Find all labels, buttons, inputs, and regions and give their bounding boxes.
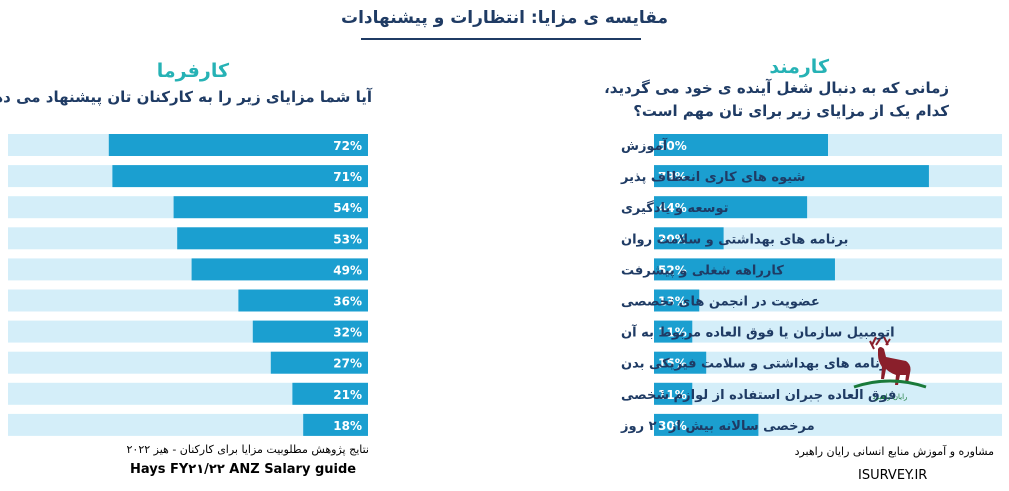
- employee-track: [654, 289, 1002, 312]
- employee-heading: کارمند: [769, 56, 829, 78]
- employer-bar-label: 53%: [333, 232, 362, 246]
- company-name: مشاوره و آموزش منابع انسانی رایان راهبرد: [794, 445, 994, 458]
- employee-bar: [654, 134, 828, 156]
- website: ISURVEY.IR: [858, 468, 928, 483]
- category-label: برنامه های بهداشتی و سلامت روان: [621, 232, 848, 247]
- logo: رایان راهبرد: [850, 335, 930, 409]
- employee-bar-label: 44%: [658, 201, 687, 215]
- employee-bar-label: 30%: [658, 419, 687, 433]
- category-label: کارراهه شغلی و پیشرفت: [621, 263, 784, 278]
- employer-bar: [112, 165, 369, 188]
- employer-bar-label: 54%: [333, 201, 362, 215]
- category-label: توسعه و یادگیری: [621, 200, 728, 216]
- employee-track: [654, 351, 1002, 374]
- employer-bar: [270, 351, 368, 374]
- employee-bar: [654, 320, 693, 343]
- employee-bar-label: 52%: [658, 263, 687, 277]
- employee-bar: [654, 413, 759, 436]
- employee-bar-label: 50%: [658, 139, 687, 153]
- employee-bar: [654, 165, 929, 188]
- employee-bar: [654, 289, 700, 312]
- category-label: شیوه های کاری انعطاف پذیر: [620, 170, 805, 185]
- employer-bar-label: 49%: [333, 263, 362, 277]
- employer-track: [8, 382, 368, 405]
- employer-bar: [252, 320, 368, 343]
- employer-bar: [292, 382, 368, 405]
- employer-bar: [191, 258, 368, 281]
- employer-bar: [108, 134, 369, 156]
- employer-bar: [303, 413, 368, 436]
- category-label: اتومبیل سازمان یا فوق العاده مربوط به آن: [621, 324, 895, 341]
- employer-bar: [173, 196, 368, 219]
- deer-logo-icon: رایان راهبرد: [853, 336, 927, 401]
- employer-heading: کارفرما: [156, 60, 229, 82]
- employer-question: آیا شما مزایای زیر را به کارکنان تان پیش…: [0, 88, 372, 106]
- employer-bar-label: 27%: [333, 357, 362, 371]
- source-line2: Hays FY۲۱/۲۲ ANZ Salary guide: [130, 462, 357, 477]
- employee-bar-label: 11%: [658, 388, 687, 402]
- employee-question-line1: زمانی که به دنبال شغل آینده ی خود می گرد…: [604, 79, 949, 97]
- employee-track: [654, 382, 1002, 405]
- employer-bar-label: 32%: [333, 326, 362, 340]
- category-label: عضویت در انجمن های تخصصی: [621, 295, 820, 310]
- employee-question-line2: کدام یک از مزایای زیر برای تان مهم است؟: [633, 102, 949, 120]
- employee-bar: [654, 227, 724, 250]
- employer-bar-label: 18%: [333, 419, 362, 433]
- employee-bar: [654, 258, 835, 281]
- employer-bar-label: 71%: [333, 170, 362, 184]
- category-label: برنامه های بهداشتی و سلامت فیزیکی بدن: [621, 357, 893, 372]
- page-title: مقایسه ی مزایا: انتظارات و پیشنهادات: [341, 8, 668, 28]
- employee-bar-label: 13%: [658, 295, 687, 309]
- category-label: آموزش: [621, 137, 668, 154]
- employee-bar-label: 20%: [658, 232, 687, 246]
- title-underline: [361, 38, 641, 40]
- employer-bar: [177, 227, 368, 250]
- employee-bar-label: 79%: [658, 170, 687, 184]
- employee-bar: [654, 196, 808, 219]
- employee-track: [654, 227, 1002, 250]
- employer-bar-label: 36%: [333, 295, 362, 309]
- logo-text: رایان راهبرد: [873, 393, 908, 401]
- employee-bar: [654, 382, 693, 405]
- category-label: مرخصی سالانه بیش از ۲۰ روز: [620, 419, 815, 434]
- employee-bar-label: 11%: [658, 326, 687, 340]
- employer-bar-label: 72%: [333, 139, 362, 153]
- category-label: فوق العاده جبران استفاده از لوازم شخصی: [621, 388, 896, 403]
- employer-bar-label: 21%: [333, 388, 362, 402]
- employee-bar-label: 15%: [658, 357, 687, 371]
- employee-bar: [654, 351, 707, 374]
- employer-bar: [238, 289, 368, 312]
- employee-track: [654, 320, 1002, 343]
- employer-track: [8, 413, 368, 436]
- source-line1: نتایج پژوهش مطلوبیت مزایا برای کارکنان -…: [126, 443, 369, 456]
